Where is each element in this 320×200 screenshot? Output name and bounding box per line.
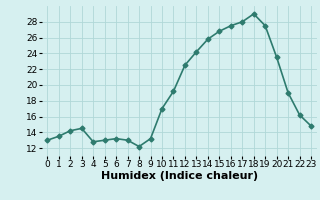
X-axis label: Humidex (Indice chaleur): Humidex (Indice chaleur) <box>100 171 258 181</box>
